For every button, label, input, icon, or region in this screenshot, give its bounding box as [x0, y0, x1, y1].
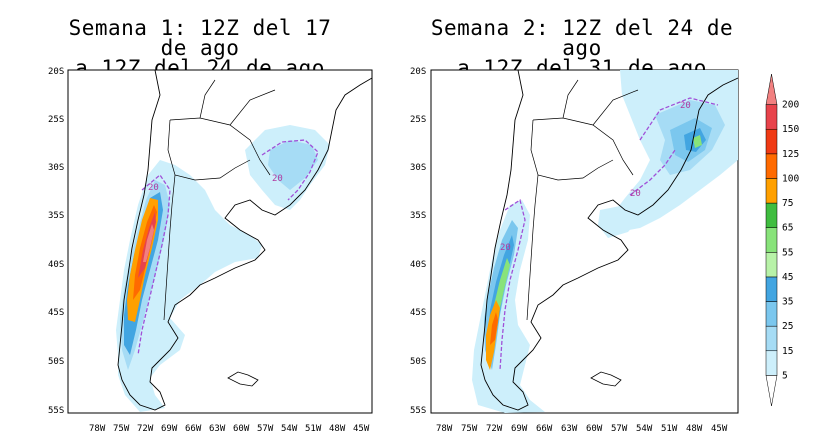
p1-lon-45w: 45W [353, 424, 370, 434]
p2-lon-75w: 75W [461, 424, 478, 434]
colorbar-label: 75 [782, 198, 793, 209]
p1-lon-78w: 78W [89, 424, 106, 434]
p2-lon-69w: 69W [511, 424, 528, 434]
colorbar-label: 100 [782, 173, 799, 184]
p2-lon-66w: 66W [536, 424, 553, 434]
colorbar-bin [765, 104, 778, 130]
p1-lon-60w: 60W [233, 424, 250, 434]
p1-lat-35s: 35S [48, 211, 64, 221]
colorbar-label: 15 [782, 346, 793, 357]
panel2-title-line1: Semana 2: 12Z del 24 de ago [430, 16, 734, 60]
colorbar-label: 65 [782, 223, 793, 234]
colorbar-bin [765, 202, 778, 228]
p2-lon-63w: 63W [561, 424, 578, 434]
p1-lon-69w: 69W [161, 424, 178, 434]
p2-lat-25s: 25S [410, 115, 426, 125]
p1-lon-72w: 72W [137, 424, 154, 434]
panel2-lat-ticks: 20S 25S 30S 35S 40S 45S 50S 55S [410, 67, 426, 416]
p2-lon-48w: 48W [686, 424, 703, 434]
colorbar-bin [765, 227, 778, 253]
panel1-contour-label-1: 20 [148, 183, 159, 193]
colorbar-label: 125 [782, 149, 799, 160]
colorbar-bin [765, 73, 778, 105]
colorbar-label: 150 [782, 124, 799, 135]
p1-lon-75w: 75W [113, 424, 130, 434]
p2-lat-20s: 20S [410, 67, 426, 77]
colorbar-label: 25 [782, 321, 793, 332]
p2-lon-72w: 72W [486, 424, 503, 434]
colorbar-label: 5 [782, 370, 788, 381]
p1-lat-30s: 30S [48, 163, 64, 173]
colorbar-bin [765, 128, 778, 155]
colorbar-bin [765, 276, 778, 302]
panel2-contour-label-3: 20 [630, 189, 641, 199]
p2-lon-51w: 51W [661, 424, 678, 434]
panel2-contour-label-2: 20 [680, 101, 691, 111]
p1-lat-40s: 40S [48, 260, 64, 270]
colorbar-bin [765, 153, 778, 179]
panel1-lon-ticks: 78W 75W 72W 69W 66W 63W 60W 57W 54W 51W … [89, 424, 370, 434]
panel2-contour-label-1: 20 [500, 243, 511, 253]
panel2-map: 20 20 20 20S 25S 30S 35S 40S 45S 50S 55S… [410, 67, 739, 434]
p1-lat-50s: 50S [48, 357, 64, 367]
p1-lon-66w: 66W [185, 424, 202, 434]
panel1-precip-field: 20 20 [116, 70, 372, 412]
p2-lon-45w: 45W [711, 424, 728, 434]
panel2-lon-ticks: 78W 75W 72W 69W 66W 63W 60W 57W 54W 51W … [436, 424, 728, 434]
colorbar: 5 15 25 35 45 55 65 75 100 125 150 200 [765, 73, 799, 407]
p1-lon-63w: 63W [209, 424, 226, 434]
p2-lat-35s: 35S [410, 211, 426, 221]
p1-lat-45s: 45S [48, 308, 64, 318]
colorbar-bin [765, 375, 778, 407]
p1-lat-55s: 55S [48, 406, 64, 416]
panel2-precip-field: 20 20 20 [472, 70, 738, 413]
p2-lat-45s: 45S [410, 308, 426, 318]
p2-lat-55s: 55S [410, 406, 426, 416]
p2-lon-57w: 57W [611, 424, 628, 434]
p2-lat-50s: 50S [410, 357, 426, 367]
panel1-map: 20 20 20S 25S 30S 35S 40S 45S 50S 55S 78… [48, 67, 373, 434]
p1-lon-51w: 51W [305, 424, 322, 434]
colorbar-bin [765, 252, 778, 278]
colorbar-label: 200 [782, 100, 799, 111]
colorbar-bin [765, 178, 778, 204]
colorbar-bin [765, 350, 778, 376]
p1-lon-48w: 48W [329, 424, 346, 434]
p2-lat-40s: 40S [410, 260, 426, 270]
colorbar-label: 45 [782, 272, 793, 283]
colorbar-label: 55 [782, 247, 793, 258]
p1-lon-54w: 54W [281, 424, 298, 434]
panel1-lat-ticks: 20S 25S 30S 35S 40S 45S 50S 55S [48, 67, 64, 416]
p2-lon-60w: 60W [586, 424, 603, 434]
p1-lon-57w: 57W [257, 424, 274, 434]
p1-lat-25s: 25S [48, 115, 64, 125]
panel1-title-line1: Semana 1: 12Z del 17 de ago [68, 16, 332, 60]
p1-lat-20s: 20S [48, 67, 64, 77]
colorbar-bin [765, 325, 778, 352]
colorbar-label: 35 [782, 297, 793, 308]
panel1-contour-label-2: 20 [272, 174, 283, 184]
colorbar-bin [765, 301, 778, 327]
p2-lon-54w: 54W [636, 424, 653, 434]
p2-lon-78w: 78W [436, 424, 453, 434]
p2-lat-30s: 30S [410, 163, 426, 173]
